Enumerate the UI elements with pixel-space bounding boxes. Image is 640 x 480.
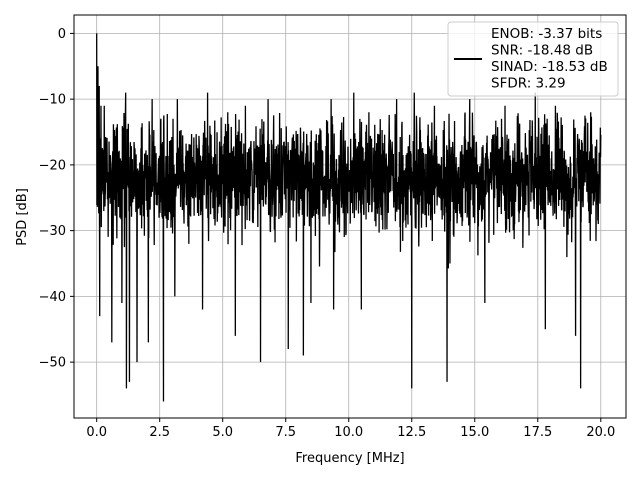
legend-box — [447, 21, 619, 97]
y-tick-label: 0 — [58, 27, 66, 42]
x-tick-label: 2.5 — [149, 425, 170, 440]
y-tick-label: −30 — [39, 224, 66, 239]
x-tick-label: 15.0 — [460, 425, 489, 440]
x-tick-label: 20.0 — [586, 425, 615, 440]
data-series — [96, 33, 602, 402]
legend-entry-line: SFDR: 3.29 — [491, 76, 566, 92]
x-tick-label: 10.0 — [334, 425, 363, 440]
y-axis-label: PSD [dB] — [15, 188, 30, 246]
y-axis-ticks: 0 −10 −20 −30 −40 −50 — [39, 27, 74, 371]
x-tick-label: 5.0 — [212, 425, 233, 440]
x-tick-label: 7.5 — [275, 425, 296, 440]
x-tick-label: 12.5 — [397, 425, 426, 440]
y-tick-label: −50 — [39, 356, 66, 371]
legend-entry-line: ENOB: -3.37 bits — [491, 26, 602, 42]
y-tick-label: −10 — [39, 93, 66, 108]
x-axis-ticks: 0.0 2.5 5.0 7.5 10.0 12.5 15.0 17.5 20.0 — [86, 418, 615, 440]
x-axis-label: Frequency [MHz] — [295, 451, 404, 466]
x-tick-label: 0.0 — [86, 425, 107, 440]
axes-frame — [73, 14, 627, 419]
y-tick-label: −20 — [39, 158, 66, 173]
x-tick-label: 17.5 — [523, 425, 552, 440]
legend-entry-line: SNR: -18.48 dB — [491, 43, 593, 59]
psd-series-line — [96, 33, 602, 402]
y-tick-label: −40 — [39, 290, 66, 305]
legend-entry-line: SINAD: -18.53 dB — [491, 59, 608, 75]
